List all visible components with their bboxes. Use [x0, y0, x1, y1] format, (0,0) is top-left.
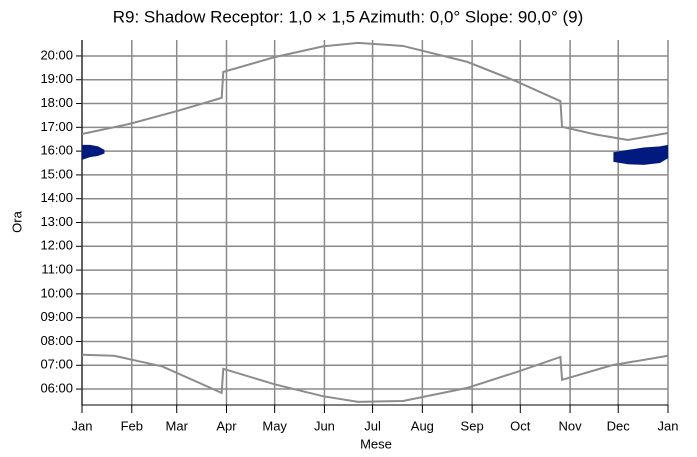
x-tick-label: Nov	[559, 418, 583, 433]
line	[81, 353, 669, 403]
chart-title: R9: Shadow Receptor: 1,0 × 1,5 Azimuth: …	[113, 7, 584, 26]
y-tick-label: 18:00	[40, 95, 73, 110]
x-tick-label: Feb	[121, 418, 143, 433]
y-tick-label: 12:00	[40, 238, 73, 253]
x-tick-label: Jan	[72, 418, 93, 433]
x-tick-label: Sep	[461, 418, 484, 433]
x-axis-label: Mese	[360, 436, 392, 451]
shadow-area	[82, 144, 105, 160]
x-tick-label: Aug	[411, 418, 434, 433]
y-axis-label: Ora	[9, 210, 24, 232]
y-tick-label: 16:00	[40, 143, 73, 158]
x-tick-label: Jul	[364, 418, 381, 433]
y-tick-label: 08:00	[40, 333, 73, 348]
x-tick-label: Oct	[510, 418, 531, 433]
x-tick-label: Mar	[166, 418, 189, 433]
x-tick-label: Apr	[216, 418, 237, 433]
y-tick-label: 15:00	[40, 166, 73, 181]
shadow-area	[613, 144, 668, 165]
x-tick-label: Dec	[607, 418, 631, 433]
y-tick-label: 13:00	[40, 214, 73, 229]
y-tick-label: 11:00	[41, 262, 73, 277]
y-tick-label: 06:00	[40, 380, 73, 395]
y-tick-label: 07:00	[40, 357, 73, 372]
y-tick-label: 20:00	[40, 47, 73, 62]
x-tick-label: Jun	[314, 418, 335, 433]
y-tick-label: 10:00	[40, 285, 73, 300]
y-tick-label: 17:00	[40, 119, 73, 134]
y-tick-label: 19:00	[40, 71, 73, 86]
x-tick-label: Jan	[658, 418, 679, 433]
y-tick-label: 14:00	[40, 190, 73, 205]
y-tick-label: 09:00	[40, 309, 73, 324]
x-tick-label: May	[262, 418, 287, 433]
line	[81, 41, 669, 141]
